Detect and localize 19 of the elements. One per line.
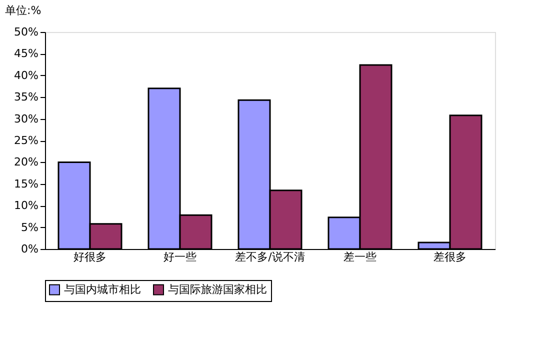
y-tick-label: 20%	[14, 156, 38, 169]
x-tick-label: 好一些	[164, 250, 196, 264]
x-tick-label: 差不多/说不清	[235, 250, 305, 264]
x-tick-label: 差很多	[434, 250, 466, 264]
y-tick-label: 30%	[14, 112, 38, 126]
y-tick-label: 45%	[14, 47, 38, 60]
y-tick-label: 5%	[21, 220, 38, 234]
legend-label: 与国内城市相比	[64, 282, 141, 296]
y-tick-label: 40%	[14, 68, 38, 82]
y-tick-label: 35%	[14, 90, 38, 104]
y-tick-label: 50%	[14, 26, 38, 38]
legend-label: 与国际旅游国家相比	[168, 282, 267, 296]
y-tick-label: 0%	[21, 242, 38, 256]
y-tick-label: 10%	[14, 199, 38, 212]
x-tick-label: 差一些	[344, 250, 376, 264]
chart-title: 单位:%	[5, 4, 42, 17]
y-tick-label: 15%	[14, 177, 38, 190]
y-tick-label: 25%	[14, 134, 38, 147]
x-tick-label: 好很多	[74, 250, 106, 264]
